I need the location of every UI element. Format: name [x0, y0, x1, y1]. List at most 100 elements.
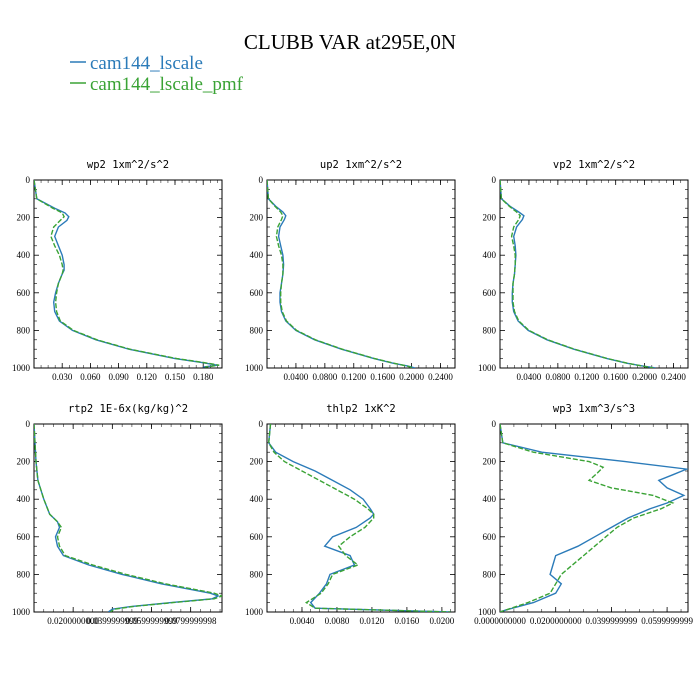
panel-3-ytick-label: 400: [483, 250, 497, 260]
panel-6: wp3 1xm^3/s^3 0 200 400 600 800 10000.00000000…: [474, 403, 693, 626]
panel-3-series-lscale: [500, 180, 656, 368]
panel-2-ytick-label: 400: [250, 250, 264, 260]
panel-1: wp2 1xm^2/s^2 0 200 400 600 800 1000 0.030 0.060…: [12, 159, 223, 382]
panel-6-series-lscale: [500, 424, 688, 612]
panel-5-xtick-label: 0.0040: [290, 616, 315, 626]
panel-4-ytick-label: 1000: [12, 607, 31, 617]
panel-4-ytick-label: 400: [17, 494, 31, 504]
panel-1-ytick-label: 1000: [12, 363, 31, 373]
panel-2-series-lscale-pmf: [267, 180, 414, 368]
panel-6-ytick-label: 600: [483, 532, 497, 542]
panel-4-ytick-label: 600: [17, 532, 31, 542]
panel-1-xtick-label: 0.090: [108, 372, 129, 382]
panel-3-xtick-label: 0.2000: [632, 372, 657, 382]
panel-3-ytick-label: 600: [483, 288, 497, 298]
panel-1-xtick-label: 0.180: [193, 372, 214, 382]
panel-1-ytick-label: 800: [17, 325, 31, 335]
panel-4-series-lscale-pmf: [34, 424, 222, 612]
panel-5-ytick-label: 800: [250, 569, 264, 579]
panel-3-frame: [499, 179, 689, 369]
panel-6-title: wp3 1xm^3/s^3: [553, 403, 635, 415]
panel-5-series-lscale: [267, 424, 451, 612]
panel-2-ytick-label: 0: [259, 175, 264, 185]
panel-6-frame: [499, 423, 689, 613]
panel-2-frame: [266, 179, 456, 369]
panel-5-ytick-label: 400: [250, 494, 264, 504]
panel-4: rtp2 1E-6x(kg/kg)^2 0 200 400 600 800 1000 0.02…: [12, 403, 223, 626]
panel-4-ytick-label: 0: [26, 419, 31, 429]
panel-6-series-lscale-pmf: [500, 424, 675, 612]
panel-1-xtick-label: 0.030: [52, 372, 73, 382]
panel-3-xtick-label: 0.2400: [661, 372, 686, 382]
panel-5-ytick-label: 200: [250, 457, 264, 467]
panel-3-title: vp2 1xm^2/s^2: [553, 159, 635, 171]
panel-2-xtick-label: 0.2000: [399, 372, 424, 382]
panel-1-ytick-label: 600: [17, 288, 31, 298]
panel-2-series-lscale: [267, 180, 416, 368]
panel-1-ytick-label: 400: [17, 250, 31, 260]
panel-2-xtick-label: 0.0800: [312, 372, 337, 382]
panel-6-ytick-label: 400: [483, 494, 497, 504]
panel-1-series-lscale-pmf: [34, 180, 220, 368]
panel-6-xtick-label: 0.0399999999: [586, 616, 638, 626]
panel-3-xtick-label: 0.0800: [545, 372, 570, 382]
panel-2-ytick-label: 200: [250, 213, 264, 223]
panel-1-xtick-label: 0.150: [165, 372, 186, 382]
panel-4-xtick-label: 0.0599999999: [126, 616, 178, 626]
panel-1-ytick-label: 200: [17, 213, 31, 223]
panel-5-xtick-label: 0.0080: [325, 616, 350, 626]
panel-5-frame: [266, 423, 456, 613]
panel-5-series-lscale-pmf: [267, 424, 451, 612]
panel-4-xtick-label: 0.0399999999: [86, 616, 138, 626]
panel-4-ytick-label: 200: [17, 457, 31, 467]
panel-4-title: rtp2 1E-6x(kg/kg)^2: [68, 403, 188, 415]
panel-5-ytick-label: 1000: [245, 607, 264, 617]
panel-4-series-lscale: [34, 424, 220, 612]
panel-3-xtick-label: 0.0400: [517, 372, 542, 382]
panel-5: thlp2 1xK^2 0 200 400 600 800 1000 0.0040 0.0080…: [245, 403, 456, 626]
panel-1-series-lscale: [34, 180, 218, 368]
panel-3: vp2 1xm^2/s^2 0 200 400 600 800 1000 0.0400 0.08…: [478, 159, 689, 382]
panel-5-xtick-label: 0.0160: [395, 616, 420, 626]
panel-5-ytick-label: 600: [250, 532, 264, 542]
panel-2-xtick-label: 0.1600: [370, 372, 395, 382]
panel-3-series-lscale-pmf: [500, 180, 654, 368]
panel-2-xtick-label: 0.0400: [284, 372, 309, 382]
legend: cam144_lscale cam144_lscale_pmf: [70, 53, 244, 95]
panel-6-ytick-label: 800: [483, 569, 497, 579]
panel-2: up2 1xm^2/s^2 0 200 400 600 800 1000 0.0400 0.08…: [245, 159, 456, 382]
panel-2-title: up2 1xm^2/s^2: [320, 159, 402, 171]
legend-label-1: cam144_lscale: [90, 53, 203, 74]
panel-5-xtick-label: 0.0120: [360, 616, 385, 626]
panel-5-title: thlp2 1xK^2: [326, 403, 396, 415]
panel-2-xtick-label: 0.1200: [341, 372, 366, 382]
panel-2-ytick-label: 600: [250, 288, 264, 298]
panel-1-ytick-label: 0: [26, 175, 31, 185]
figure-title: CLUBB VAR at295E,0N: [244, 30, 456, 54]
panel-3-ytick-label: 800: [483, 325, 497, 335]
panel-2-ytick-label: 800: [250, 325, 264, 335]
panel-4-xtick-label: 0.0200000000: [47, 616, 99, 626]
panel-6-ytick-label: 0: [492, 419, 497, 429]
panel-3-ytick-label: 0: [492, 175, 497, 185]
panel-1-xtick-label: 0.120: [137, 372, 158, 382]
panel-6-xtick-label: 0.0000000000: [474, 616, 526, 626]
panel-1-title: wp2 1xm^2/s^2: [87, 159, 169, 171]
panel-3-xtick-label: 0.1600: [603, 372, 628, 382]
panel-3-ytick-label: 200: [483, 213, 497, 223]
panel-4-frame: [33, 423, 223, 613]
panel-6-xtick-label: 0.0599999999: [641, 616, 693, 626]
panel-3-xtick-label: 0.1200: [574, 372, 599, 382]
panel-2-ytick-label: 1000: [245, 363, 264, 373]
legend-label-2: cam144_lscale_pmf: [90, 74, 244, 95]
panel-5-ytick-label: 0: [259, 419, 264, 429]
panel-4-xtick-label: 0.0799999998: [165, 616, 217, 626]
panel-6-ytick-label: 200: [483, 457, 497, 467]
panel-2-xtick-label: 0.2400: [428, 372, 453, 382]
panel-1-xtick-label: 0.060: [80, 372, 101, 382]
panel-5-xtick-label: 0.0200: [430, 616, 455, 626]
panel-3-ytick-label: 1000: [478, 363, 497, 373]
panel-6-ytick-label: 1000: [478, 607, 497, 617]
panel-4-ytick-label: 800: [17, 569, 31, 579]
